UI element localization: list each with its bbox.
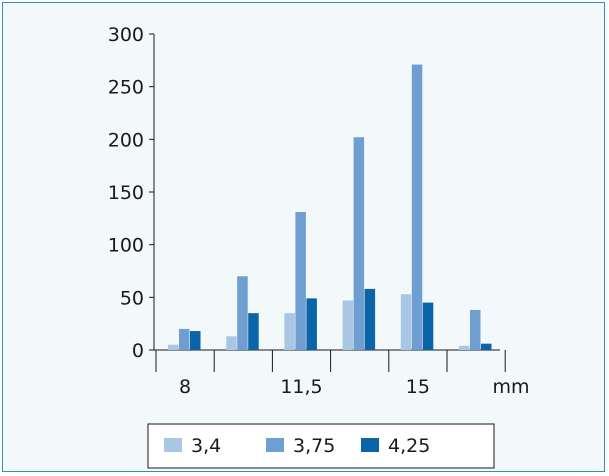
bar xyxy=(342,300,354,350)
bar xyxy=(248,313,259,350)
bar xyxy=(400,294,412,350)
bar xyxy=(353,137,365,350)
legend-label: 3,75 xyxy=(293,435,335,457)
legend-swatch xyxy=(164,438,182,452)
bar xyxy=(190,331,201,350)
y-tick-label: 300 xyxy=(108,24,144,46)
bar xyxy=(168,344,179,350)
bar-chart: 0 50 100 150 200 250 300 8 11,5 15 mm 3,4 3,75 4,2… xyxy=(108,24,530,469)
bars xyxy=(168,64,492,350)
bar xyxy=(459,345,470,350)
chart-frame: 0 50 100 150 200 250 300 8 11,5 15 mm 3,4 3,75 4,2… xyxy=(2,2,605,472)
x-unit-label: mm xyxy=(492,376,529,398)
bar xyxy=(237,276,248,350)
y-tick-label: 150 xyxy=(108,182,144,204)
bar xyxy=(295,212,306,350)
x-tick-label: 15 xyxy=(406,376,430,398)
y-tick-label: 200 xyxy=(108,129,144,151)
bar xyxy=(306,298,317,350)
bar xyxy=(226,336,237,350)
x-axis: 8 11,5 15 xyxy=(154,349,506,398)
bar xyxy=(364,288,376,350)
y-tick-label: 250 xyxy=(108,77,144,99)
legend-swatch xyxy=(361,438,379,452)
x-tick-label: 8 xyxy=(179,376,191,398)
legend-swatch xyxy=(266,438,284,452)
bar xyxy=(470,309,481,350)
y-axis: 0 50 100 150 200 250 300 xyxy=(108,24,155,362)
bar xyxy=(411,64,423,350)
legend-label: 4,25 xyxy=(388,435,430,457)
legend: 3,4 3,75 4,25 xyxy=(147,423,495,469)
y-tick-label: 0 xyxy=(132,340,144,362)
legend-label: 3,4 xyxy=(191,435,221,457)
bar xyxy=(179,328,190,350)
y-tick-label: 100 xyxy=(108,235,144,257)
legend-box xyxy=(147,423,495,469)
bar xyxy=(481,343,492,350)
x-tick-label: 11,5 xyxy=(280,376,322,398)
y-tick-label: 50 xyxy=(120,287,144,309)
bar xyxy=(422,302,434,350)
bar xyxy=(284,313,295,350)
